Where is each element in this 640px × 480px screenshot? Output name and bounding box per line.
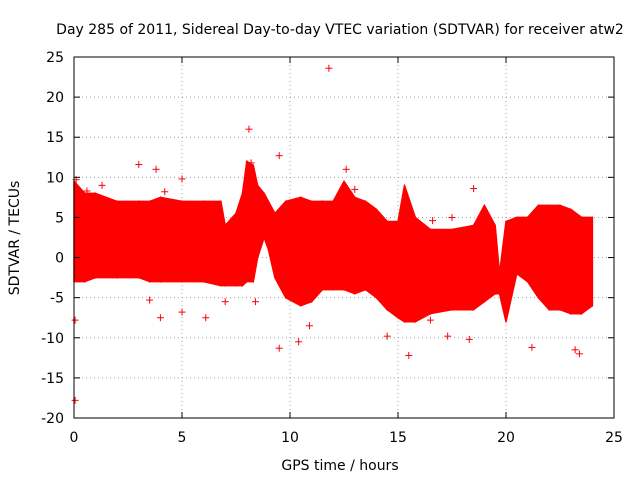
y-tick-label: -15	[41, 371, 64, 387]
y-tick-label: 5	[55, 210, 64, 226]
data-point	[178, 175, 186, 183]
data-point	[71, 316, 79, 324]
data-point	[342, 165, 350, 173]
x-tick-label: 20	[497, 430, 515, 446]
data-point	[146, 296, 154, 304]
x-tick-label: 5	[178, 430, 187, 446]
data-point	[429, 217, 437, 225]
axes: 0 5 10 15 20 25 -20 -15 -10 -5 0 5 10 15 20 25	[41, 50, 623, 446]
data-layer	[71, 64, 594, 404]
data-point	[245, 125, 253, 133]
x-tick-label: 10	[281, 430, 299, 446]
data-point	[413, 221, 421, 229]
x-tick-label: 25	[605, 430, 623, 446]
data-point	[275, 152, 283, 160]
y-tick-label: 15	[46, 130, 64, 146]
data-point	[571, 346, 579, 354]
data-point	[444, 332, 452, 340]
y-tick-label: 0	[55, 251, 64, 267]
data-point	[71, 396, 79, 404]
data-point	[156, 314, 164, 322]
data-point	[325, 64, 333, 72]
y-tick-label: 25	[46, 50, 64, 66]
data-point	[161, 188, 169, 196]
data-point	[221, 298, 229, 306]
data-point	[295, 338, 303, 346]
data-point	[528, 343, 536, 351]
data-point	[426, 316, 434, 324]
plot-border	[73, 56, 615, 419]
y-tick-label: -5	[50, 291, 64, 307]
data-point	[83, 187, 91, 195]
x-axis-label: GPS time / hours	[281, 458, 398, 474]
y-tick-label: -10	[41, 331, 64, 347]
x-tick-label: 15	[389, 430, 407, 446]
data-point	[448, 213, 456, 221]
y-tick-label: 20	[46, 90, 64, 106]
data-point	[202, 314, 210, 322]
y-tick-label: 10	[46, 170, 64, 186]
data-point	[465, 335, 473, 343]
y-axis-label: SDTVAR / TECUs	[7, 181, 23, 296]
data-point	[305, 322, 313, 330]
data-point	[351, 185, 359, 193]
chart-title: Day 285 of 2011, Sidereal Day-to-day VTE…	[56, 22, 624, 38]
x-tick-label: 0	[70, 430, 79, 446]
data-point	[135, 160, 143, 168]
y-tick-label: -20	[41, 411, 64, 427]
data-point	[152, 165, 160, 173]
data-point	[275, 344, 283, 352]
data-point	[98, 181, 106, 189]
data-point	[405, 351, 413, 359]
data-point	[247, 159, 255, 167]
data-point	[470, 185, 478, 193]
data-point	[575, 350, 583, 358]
data-point	[383, 332, 391, 340]
data-point	[178, 308, 186, 316]
data-point	[251, 298, 259, 306]
